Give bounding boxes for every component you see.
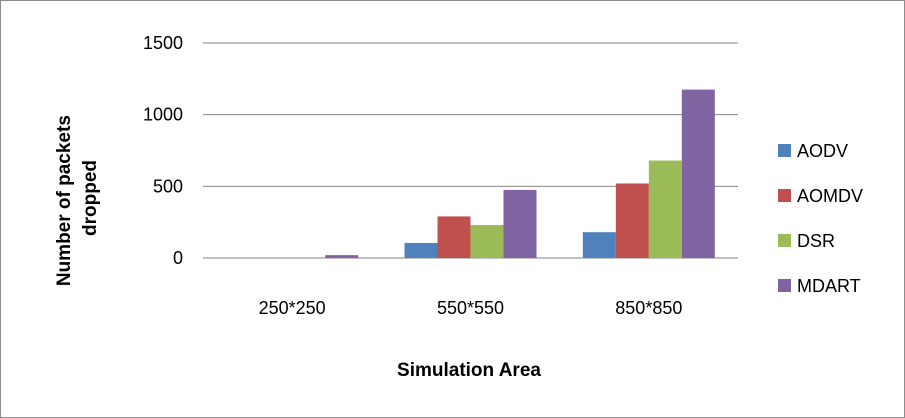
bar-mdart-1 — [503, 189, 537, 258]
y-tick-label: 1500 — [143, 33, 183, 53]
x-tick-label: 250*250 — [259, 298, 326, 318]
y-axis-title: Number of packets dropped — [54, 110, 101, 286]
legend-swatch-mdart — [778, 279, 791, 292]
legend-label-aomdv: AOMDV — [797, 186, 863, 206]
legend-label-dsr: DSR — [797, 231, 835, 251]
legend-label-mdart: MDART — [797, 276, 861, 296]
bars — [325, 89, 715, 258]
bar-aomdv-1 — [437, 216, 471, 258]
bar-dsr-2 — [648, 160, 682, 258]
y-tick-label: 1000 — [143, 105, 183, 125]
y-axis-title-line-2: dropped — [80, 160, 101, 236]
x-tick-label: 850*850 — [615, 298, 682, 318]
x-tick-labels: 250*250 550*550 850*850 — [259, 298, 683, 318]
bar-aomdv-2 — [615, 183, 649, 258]
x-axis-title: Simulation Area — [397, 360, 541, 381]
y-tick-labels: 0 500 1000 1500 — [143, 33, 183, 268]
y-tick-label: 0 — [173, 248, 183, 268]
legend-swatch-dsr — [778, 234, 791, 247]
y-tick-label: 500 — [153, 176, 183, 196]
legend-swatch-aomdv — [778, 189, 791, 202]
legend-label-aodv: AODV — [797, 141, 848, 161]
y-axis-title-line-1: Number of packets — [54, 115, 75, 286]
bar-aodv-2 — [582, 232, 616, 258]
bar-mdart-0 — [325, 255, 359, 258]
bar-mdart-2 — [681, 89, 715, 258]
legend-swatch-aodv — [778, 144, 791, 157]
bar-aodv-1 — [404, 242, 438, 258]
legend: AODV AOMDV DSR MDART — [778, 141, 863, 296]
x-tick-label: 550*550 — [437, 298, 504, 318]
bar-dsr-1 — [470, 225, 504, 258]
